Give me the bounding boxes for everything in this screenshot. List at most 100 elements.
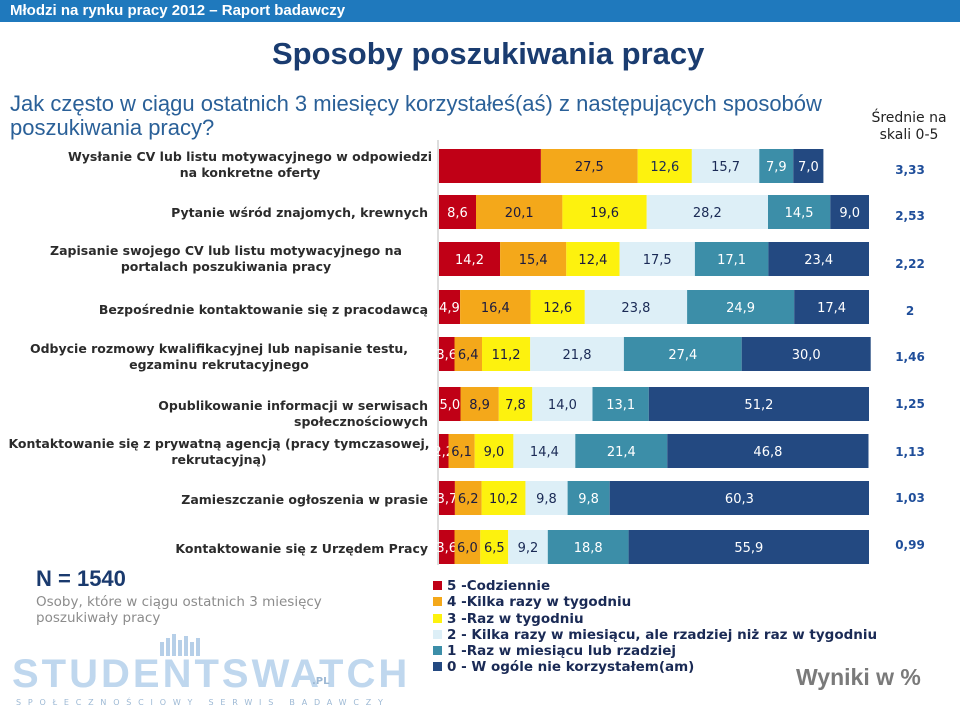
category-label: Opublikowanie informacji w serwisach spo… <box>158 398 428 429</box>
bar-value-label: 9,8 <box>578 492 599 507</box>
bar-value-label: 14,0 <box>548 398 577 413</box>
header-title: Młodzi na rynku pracy 2012 – Raport bada… <box>10 2 346 19</box>
bar-segment <box>540 149 638 183</box>
category-label: Pytanie wśród znajomych, krewnych <box>171 205 428 220</box>
bar-value-label: 5,0 <box>439 398 460 413</box>
bar-value-label: 51,2 <box>744 398 773 413</box>
bar-segment <box>476 195 563 229</box>
bar-value-label: 6,5 <box>484 541 505 556</box>
legend-swatch <box>433 646 442 656</box>
bar-value-label: 8,6 <box>447 206 468 221</box>
bar-segment <box>637 149 692 183</box>
bar-segment <box>439 195 476 229</box>
chart-legend: 5 -Codziennie 4 -Kilka razy w tygodniu 3… <box>433 578 877 676</box>
bar-segment <box>530 337 624 371</box>
legend-swatch <box>433 662 442 672</box>
average-value: 1,25 <box>895 397 925 411</box>
bar-segment <box>648 387 869 421</box>
legend-item: 3 -Raz w tygodniu <box>433 611 877 627</box>
bar-value-label: 9,0 <box>484 445 505 460</box>
category-label: Bezpośrednie kontaktowanie się z pracoda… <box>98 302 428 317</box>
bar-segment <box>439 242 501 276</box>
average-value: 1,46 <box>895 350 925 364</box>
bar-segment <box>513 434 576 468</box>
bar-segment <box>584 290 688 324</box>
bar-value-label: 6,0 <box>457 541 478 556</box>
bar-value-label: 12,6 <box>543 301 572 316</box>
bar-segment <box>646 195 768 229</box>
bar-segment <box>567 481 610 515</box>
bar-value-label: 11,2 <box>492 348 521 363</box>
bar-segment <box>575 434 668 468</box>
bar-segment <box>498 387 533 421</box>
bar-segment <box>741 337 871 371</box>
bar-segment <box>460 387 499 421</box>
legend-item: 2 - Kilka razy w miesiącu, ale rzadziej … <box>433 627 877 643</box>
bar-segment <box>454 530 481 564</box>
bar-value-label: 15,4 <box>519 253 548 268</box>
bar-segment <box>448 434 475 468</box>
bar-segment <box>619 242 695 276</box>
average-value: 1,13 <box>895 445 925 459</box>
bar-value-label: 8,9 <box>469 398 490 413</box>
bar-value-label: 3,6 <box>436 348 457 363</box>
legend-label: 0 - W ogóle nie korzystałem(am) <box>447 659 695 676</box>
bar-value-label: 23,4 <box>804 253 833 268</box>
bar-segment <box>525 481 568 515</box>
bar-segment <box>530 290 585 324</box>
legend-swatch <box>433 581 442 590</box>
legend-label: 3 -Raz w tygodniu <box>447 610 584 627</box>
bar-value-label: 6,1 <box>451 445 472 460</box>
bar-value-label: 27,4 <box>668 348 697 363</box>
averages-header: Średnie na skali 0-5 <box>871 110 947 143</box>
bar-value-label: 20,1 <box>505 206 534 221</box>
legend-item: 5 -Codziennie <box>433 578 877 594</box>
bar-segment <box>547 530 629 564</box>
bar-value-label: 21,4 <box>607 445 636 460</box>
sample-size: N = 1540 <box>36 566 126 591</box>
average-value: 2,22 <box>895 257 925 271</box>
bar-segment <box>500 242 567 276</box>
header-bar <box>0 0 960 22</box>
bar-segment <box>439 530 455 564</box>
bar-value-label: 14,4 <box>530 445 559 460</box>
bar-segment <box>439 387 461 421</box>
sample-description: Osoby, które w ciągu ostatnich 3 miesięc… <box>36 594 322 626</box>
bar-segment <box>830 195 869 229</box>
bar-value-label: 4,9 <box>439 301 460 316</box>
bar-segment <box>532 387 593 421</box>
bar-segment <box>592 387 649 421</box>
bar-value-label: 30,0 <box>792 348 821 363</box>
bar-value-label: 60,3 <box>725 492 754 507</box>
bar-segment <box>667 434 869 468</box>
bar-value-label: 23,8 <box>621 301 650 316</box>
bar-segment <box>609 481 869 515</box>
logo-suffix: .PL <box>312 676 330 687</box>
bar-segment <box>793 149 824 183</box>
bar-segment <box>768 242 869 276</box>
category-label: Kontaktowanie się z Urzędem Pracy <box>175 541 428 556</box>
category-label: Wysłanie CV lub listu motywacyjnego w od… <box>68 149 432 180</box>
bar-value-label: 21,8 <box>563 348 592 363</box>
average-value: 0,99 <box>895 538 925 552</box>
bar-value-label: 10,2 <box>489 492 518 507</box>
bar-value-label: 6,2 <box>458 492 479 507</box>
bar-value-label: 3,6 <box>436 541 457 556</box>
bar-segment <box>691 149 760 183</box>
page-title: Sposoby poszukiwania pracy <box>272 36 705 71</box>
bar-segment <box>460 290 531 324</box>
legend-swatch <box>433 613 442 623</box>
bar-value-label: 9,2 <box>518 541 539 556</box>
average-value: 3,33 <box>895 163 925 177</box>
logo-text: STUDENTSWATCH <box>12 652 411 696</box>
bar-segment <box>439 149 541 183</box>
category-label: Zamieszczanie ogłoszenia w prasie <box>181 492 428 507</box>
category-label: Kontaktowanie się z prywatną agencją (pr… <box>8 436 430 467</box>
bar-segment <box>482 337 531 371</box>
bar-value-label: 9,0 <box>839 206 860 221</box>
bar-value-label: 28,2 <box>693 206 722 221</box>
bar-value-label: 17,5 <box>643 253 672 268</box>
bar-segment <box>481 481 526 515</box>
bar-segment <box>439 434 449 468</box>
